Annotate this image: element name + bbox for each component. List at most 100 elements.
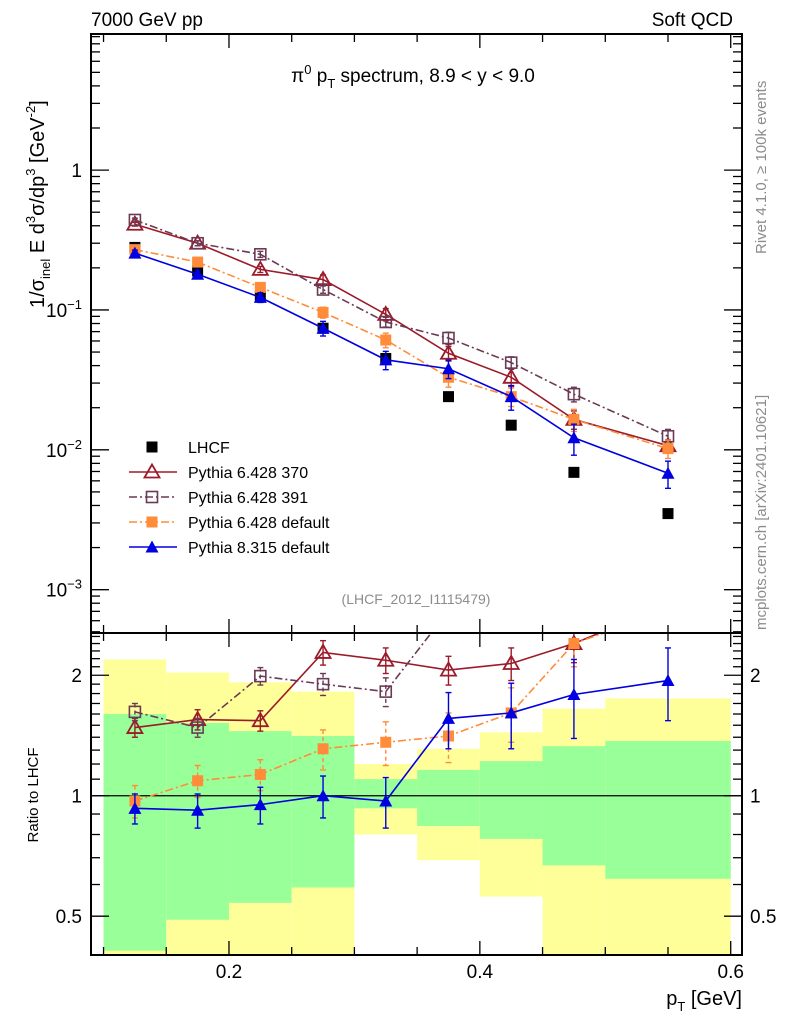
legend-marker-p6_370 xyxy=(142,462,162,479)
ratio-point-p6_370 xyxy=(376,650,395,667)
legend-marker-p6_391 xyxy=(145,490,159,504)
ratio-point-p6_default xyxy=(192,775,204,787)
x-tick-label: 0.2 xyxy=(216,962,242,983)
band-inner xyxy=(605,740,731,879)
data-point-p8_default xyxy=(128,246,142,259)
ratio-point-p8_default xyxy=(379,794,393,807)
category-label: Soft QCD xyxy=(652,10,733,31)
ratio-y-tick-label-left: 2 xyxy=(71,666,82,687)
data-point-p6_default xyxy=(380,334,392,346)
legend-marker-LHCF xyxy=(146,441,158,453)
ratio-point-p6_370 xyxy=(660,597,675,610)
ratio-point-p6_391 xyxy=(316,677,330,691)
ratio-point-p6_370 xyxy=(439,660,458,677)
band-inner xyxy=(542,746,606,866)
ratio-point-p6_391 xyxy=(506,599,517,610)
data-point-LHCF xyxy=(505,419,517,431)
ratio-point-p6_default xyxy=(317,743,329,755)
ratio-point-p6_default xyxy=(662,605,673,616)
data-point-p6_default xyxy=(317,306,329,318)
legend-label: Pythia 8.315 default xyxy=(188,540,330,557)
y-tick-label: 10−3 xyxy=(46,577,82,602)
main-plot-marks xyxy=(125,213,678,520)
data-point-p6_default xyxy=(254,281,266,293)
mcplots-label: mcplots.cern.ch [arXiv:2401.10621] xyxy=(753,395,770,630)
energy-label: 7000 GeV pp xyxy=(91,10,203,31)
legend-label: Pythia 6.428 default xyxy=(188,515,330,532)
ratio-point-p8_default xyxy=(504,706,518,719)
ratio-y-tick-label-left: 1 xyxy=(71,787,82,808)
data-point-p8_default xyxy=(191,267,205,280)
ratio-point-p8_default xyxy=(128,801,142,814)
data-point-LHCF xyxy=(442,391,454,403)
data-point-p8_default xyxy=(441,362,455,375)
data-point-p6_370 xyxy=(502,367,521,384)
axes: 0.2 0.4 0.6 1 10−1 10−2 10−3 0.5 0.5 1 1 2 2 xyxy=(46,33,776,983)
band-inner xyxy=(417,769,480,827)
ratio-point-p6_391 xyxy=(254,669,267,683)
data-point-p6_default xyxy=(662,443,674,455)
rivet-version-label: Rivet 4.1.0, ≥ 100k events xyxy=(753,81,770,254)
series-line-p6_default xyxy=(134,248,669,450)
ratio-point-p6_370 xyxy=(251,711,270,728)
data-point-p6_391 xyxy=(504,356,518,369)
data-point-p6_370 xyxy=(313,270,333,286)
legend: LHCF Pythia 6.428 370 Pythia 6.428 391 Pyth… xyxy=(129,440,330,557)
data-point-p6_default xyxy=(192,256,204,268)
x-tick-label: 0.6 xyxy=(718,962,744,983)
ratio-point-p6_391 xyxy=(128,705,142,719)
ratio-plot-marks xyxy=(125,568,675,829)
y-tick-label: 10−1 xyxy=(46,297,82,322)
ratio-y-axis-label: Ratio to LHCF xyxy=(25,747,42,842)
ratio-point-p8_default xyxy=(441,711,455,724)
data-point-p6_391 xyxy=(254,248,267,261)
ratio-point-p6_391 xyxy=(191,721,204,734)
y-tick-label: 10−2 xyxy=(46,437,82,462)
data-point-p8_default xyxy=(253,290,267,303)
data-point-p8_default xyxy=(379,353,393,366)
legend-marker-p6_default xyxy=(146,516,158,528)
ratio-point-p6_370 xyxy=(502,654,521,670)
legend-label: LHCF xyxy=(188,440,230,457)
data-point-p6_370 xyxy=(439,343,458,360)
ratio-point-p8_default xyxy=(253,798,267,811)
ratio-point-p6_default xyxy=(568,638,580,650)
band-inner xyxy=(103,714,167,951)
y-tick-label: 1 xyxy=(71,161,82,182)
data-point-p8_default xyxy=(504,390,518,403)
band-inner xyxy=(479,761,543,839)
ratio-point-p8_default xyxy=(316,789,330,802)
data-point-p6_391 xyxy=(191,236,204,250)
ratio-point-p6_391 xyxy=(379,685,393,698)
ratio-y-tick-label-right: 0.5 xyxy=(750,907,776,928)
data-point-p6_default xyxy=(568,413,580,425)
legend-label: Pythia 6.428 370 xyxy=(188,465,308,482)
data-point-p6_391 xyxy=(316,283,330,296)
x-tick-label: 0.4 xyxy=(467,962,494,983)
ratio-y-tick-label-right: 2 xyxy=(750,666,761,687)
main-y-axis-label: 1/σinel E d3σ/dp3 [GeV-2] xyxy=(23,100,53,308)
legend-marker-p8_default xyxy=(145,540,159,553)
data-point-p8_default xyxy=(661,466,675,479)
ratio-point-p6_default xyxy=(380,736,392,748)
ratio-point-p6_370 xyxy=(313,643,333,659)
data-point-p6_370 xyxy=(251,260,270,276)
legend-label: Pythia 6.428 391 xyxy=(188,490,308,507)
data-point-p6_370 xyxy=(125,214,144,231)
ratio-point-p6_default xyxy=(254,768,266,780)
ratio-line-p6_391 xyxy=(134,633,433,729)
series-line-p6_370 xyxy=(134,223,669,447)
data-point-p6_391 xyxy=(379,315,393,329)
ratio-point-p6_370 xyxy=(125,718,144,734)
data-point-LHCF xyxy=(662,508,674,520)
ratio-point-p8_default xyxy=(661,674,675,687)
data-point-p8_default xyxy=(316,321,330,334)
analysis-id-annotation: (LHCF_2012_I1115479) xyxy=(342,591,491,607)
data-point-p6_391 xyxy=(442,331,455,345)
ratio-point-p8_default xyxy=(567,688,581,701)
data-point-p8_default xyxy=(567,431,581,444)
ratio-point-p6_391 xyxy=(568,568,579,579)
ratio-y-tick-label-right: 1 xyxy=(750,787,761,808)
data-point-LHCF xyxy=(568,466,580,478)
